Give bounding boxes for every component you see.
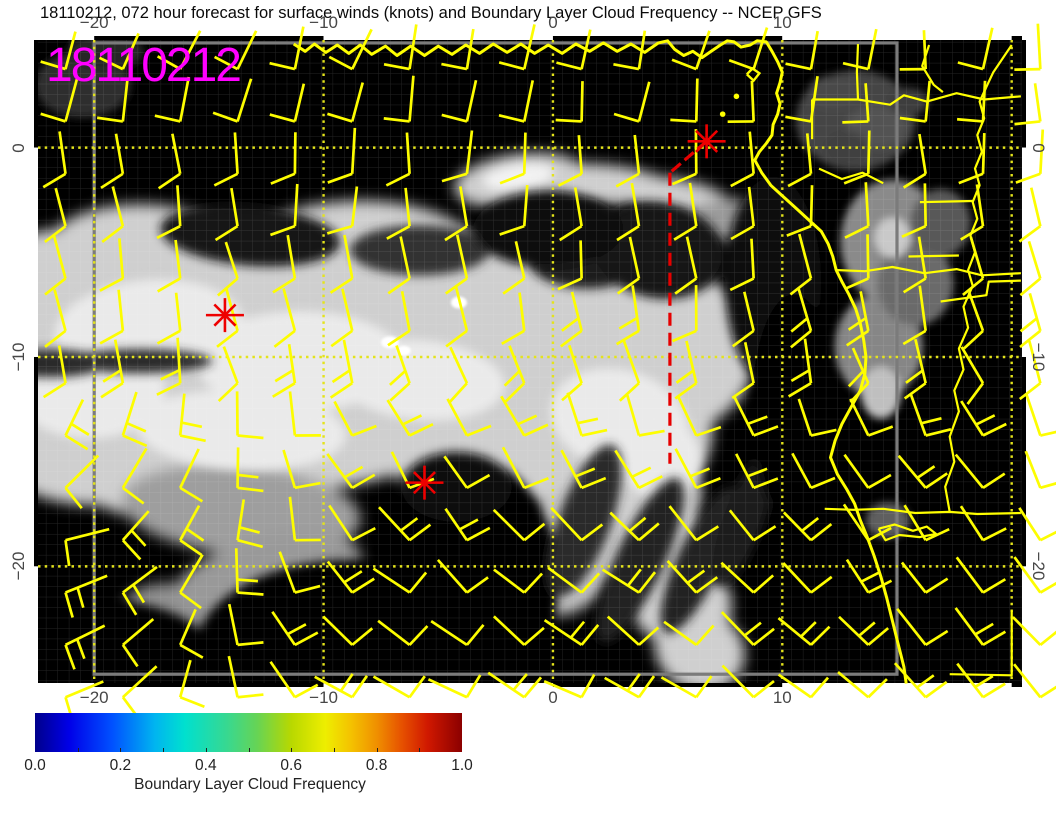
datestamp: 18110212 xyxy=(46,39,242,92)
map-frame xyxy=(34,36,1026,687)
colorbar-minor-tick xyxy=(205,748,207,752)
site-marker xyxy=(687,124,726,159)
colorbar-gradient xyxy=(35,713,462,752)
colorbar-minor-tick xyxy=(120,748,122,752)
site-marker xyxy=(205,298,244,333)
colorbar-minor-tick xyxy=(291,748,293,752)
colorbar-minor-tick xyxy=(333,748,335,752)
island-dot xyxy=(733,93,740,100)
wind-barbs xyxy=(40,23,1056,723)
colorbar-minor-tick xyxy=(248,748,250,752)
model-domain-box xyxy=(92,41,899,676)
island-dot xyxy=(719,111,726,117)
colorbar-minor-tick xyxy=(77,748,79,752)
page-title: 18110212, 072 hour forecast for surface … xyxy=(40,4,822,22)
site-marker xyxy=(405,465,444,500)
colorbar-minor-tick xyxy=(376,748,378,752)
colorbar xyxy=(35,713,462,752)
colorbar-minor-tick xyxy=(163,748,165,752)
colorbar-minor-tick xyxy=(419,748,421,752)
island-outline xyxy=(745,66,762,83)
